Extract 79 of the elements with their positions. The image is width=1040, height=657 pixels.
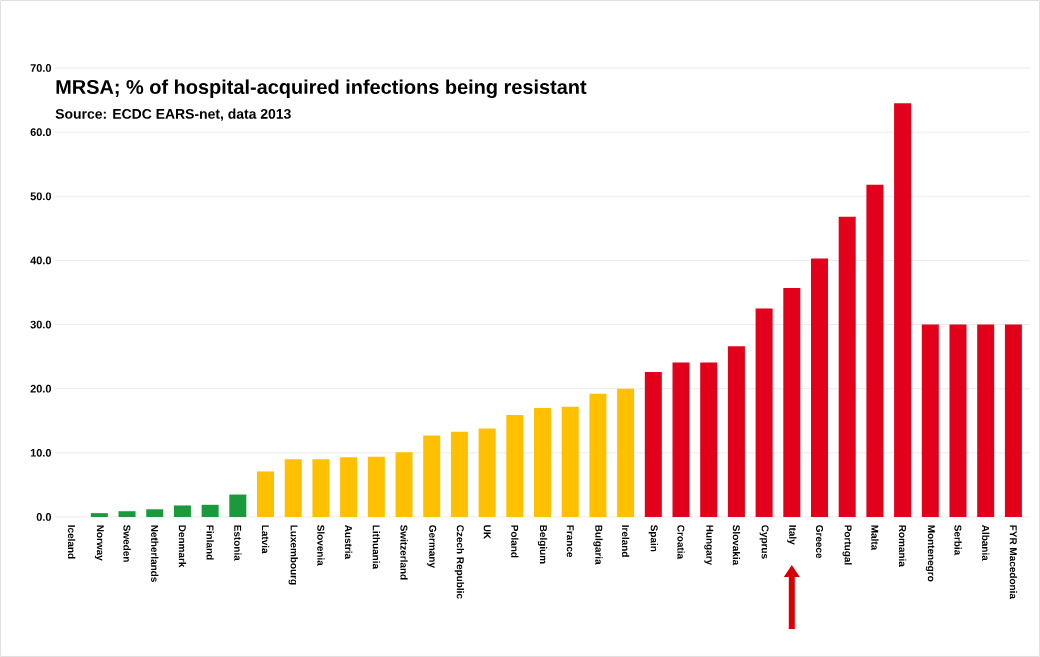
x-tick-label: Netherlands	[151, 525, 159, 582]
x-tick-label: Ireland	[621, 525, 630, 557]
x-tick-label: Croatia	[677, 525, 685, 560]
x-tick-label: Belgium	[537, 525, 548, 564]
bar	[811, 258, 828, 517]
y-tick-label: 50.0	[30, 192, 52, 201]
x-tick-label: UK	[483, 525, 491, 540]
y-tick-label: 70.0	[30, 64, 52, 72]
bar	[312, 459, 330, 517]
bar	[977, 324, 995, 517]
x-tick-label: Lithuania	[372, 525, 380, 570]
x-tick-label: Portugal	[842, 525, 852, 565]
x-tick-label: Serbia	[954, 525, 962, 556]
bar	[90, 513, 108, 517]
x-tick-label: Albania	[982, 525, 990, 561]
x-tick-label: Sweden	[123, 525, 131, 562]
x-tick-label: Estonia	[234, 525, 242, 561]
bar	[423, 435, 441, 517]
bar	[118, 511, 136, 517]
x-tick-label: Czech Republic	[454, 525, 465, 599]
x-tick-label: FYR Macedonia	[1009, 525, 1018, 599]
bar	[367, 456, 385, 517]
x-tick-label: Luxembourg	[288, 525, 298, 585]
bar	[450, 431, 468, 517]
bar	[617, 388, 635, 517]
x-tick-label: Austria	[344, 525, 353, 560]
x-tick-label: Finland	[206, 525, 214, 560]
bar	[949, 324, 967, 517]
x-tick-label: Iceland	[67, 525, 76, 559]
y-tick-label: 30.0	[30, 320, 52, 329]
bar	[173, 505, 191, 517]
bar	[921, 324, 939, 517]
bar	[146, 509, 164, 517]
text: MRSA; % of hospital-acquired infections being resistant	[56, 79, 587, 99]
bar	[866, 184, 884, 517]
x-tick-label: Poland	[511, 525, 519, 558]
bar	[672, 362, 690, 517]
bar	[257, 471, 275, 517]
y-tick-label: 20.0	[30, 384, 52, 393]
x-tick-label: France	[566, 525, 574, 558]
y-tick-label: 40.0	[30, 256, 52, 265]
x-tick-label: Bulgaria	[593, 525, 603, 565]
bar	[838, 216, 856, 517]
bar	[201, 504, 219, 517]
bar	[534, 407, 552, 517]
bar	[894, 103, 912, 517]
bar	[561, 406, 579, 517]
x-tick-label: Romania	[898, 525, 907, 567]
text: Source: ECDC EARS-net, data 2013	[55, 108, 291, 121]
x-tick-label: Germany	[427, 525, 437, 568]
y-tick-label: 10.0	[30, 448, 52, 457]
bar	[727, 346, 745, 517]
bar	[478, 428, 496, 517]
bar	[783, 288, 801, 517]
x-tick-label: Greece	[815, 525, 824, 559]
bar	[506, 415, 524, 517]
y-tick-label: 0.0	[36, 513, 52, 521]
bar	[395, 452, 413, 517]
bar	[229, 494, 247, 517]
bar	[755, 308, 773, 517]
x-tick-label: Latvia	[261, 525, 270, 554]
x-tick-label: Cyprus	[759, 525, 769, 559]
x-tick-label: Hungary	[704, 525, 714, 566]
bar	[644, 372, 662, 517]
x-tick-label: Slovenia	[317, 525, 325, 566]
x-tick-label: Denmark	[178, 525, 187, 568]
bar	[589, 393, 607, 517]
x-tick-label: Slovakia	[732, 525, 741, 566]
x-tick-label: Norway	[94, 525, 104, 561]
x-tick-label: Montenegro	[925, 525, 935, 582]
bar	[340, 457, 358, 517]
y-tick-label: 60.0	[30, 128, 52, 137]
bar	[700, 362, 718, 517]
bar	[1004, 324, 1022, 517]
x-tick-label: Spain	[648, 525, 658, 552]
x-tick-label: Italy	[787, 525, 797, 545]
x-tick-label: Switzerland	[400, 525, 408, 580]
bar	[284, 459, 302, 517]
x-tick-label: Malta	[871, 525, 879, 551]
